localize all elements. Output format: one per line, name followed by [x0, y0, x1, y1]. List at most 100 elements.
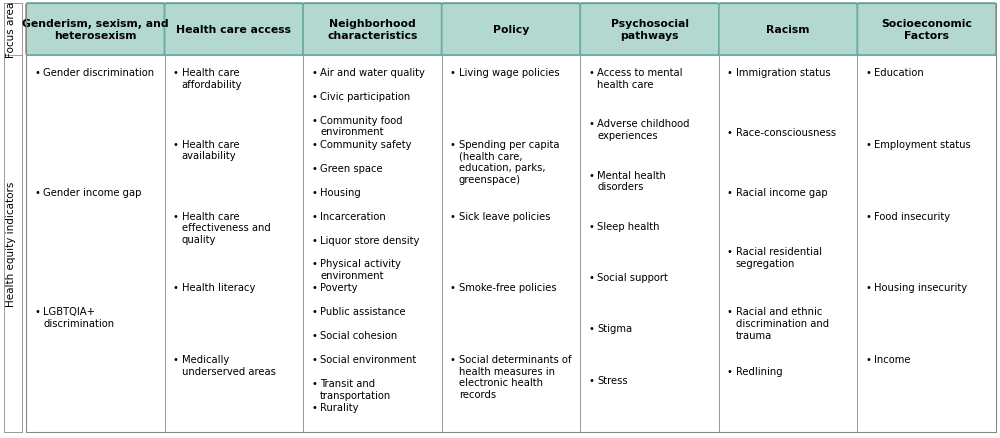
Text: Incarceration: Incarceration — [320, 211, 386, 221]
Text: •: • — [311, 116, 317, 126]
Text: •: • — [311, 354, 317, 364]
Text: •: • — [311, 68, 317, 78]
FancyBboxPatch shape — [303, 4, 442, 56]
Text: Liquor store density: Liquor store density — [320, 235, 420, 245]
Text: •: • — [588, 221, 594, 231]
Text: Racism: Racism — [766, 25, 810, 35]
Text: Civic participation: Civic participation — [320, 92, 410, 102]
Text: Public assistance: Public assistance — [320, 307, 406, 317]
Text: Racial income gap: Racial income gap — [736, 187, 827, 197]
Text: Policy: Policy — [493, 25, 529, 35]
Text: Stress: Stress — [597, 375, 628, 385]
Text: Health literacy: Health literacy — [182, 283, 255, 293]
Text: •: • — [311, 283, 317, 293]
Text: •: • — [311, 92, 317, 102]
Bar — [26, 56, 165, 432]
Text: •: • — [311, 402, 317, 412]
Text: Immigration status: Immigration status — [736, 68, 830, 78]
Text: Community safety: Community safety — [320, 139, 412, 149]
Text: LGBTQIA+
discrimination: LGBTQIA+ discrimination — [43, 307, 114, 328]
Text: •: • — [311, 259, 317, 269]
Text: Air and water quality: Air and water quality — [320, 68, 425, 78]
Text: Redlining: Redlining — [736, 366, 782, 376]
Text: Food insecurity: Food insecurity — [874, 211, 951, 221]
Text: Health care
effectiveness and
quality: Health care effectiveness and quality — [182, 211, 270, 244]
Text: •: • — [727, 307, 733, 317]
Text: •: • — [311, 211, 317, 221]
Text: Rurality: Rurality — [320, 402, 359, 412]
Text: Stigma: Stigma — [597, 324, 632, 334]
Text: •: • — [865, 68, 871, 78]
Text: Sick leave policies: Sick leave policies — [459, 211, 550, 221]
Text: •: • — [450, 211, 456, 221]
Text: •: • — [173, 354, 178, 364]
Text: •: • — [450, 68, 456, 78]
Bar — [857, 56, 996, 432]
FancyBboxPatch shape — [26, 4, 165, 56]
Text: •: • — [311, 307, 317, 317]
Text: Health care
availability: Health care availability — [182, 139, 239, 161]
Text: •: • — [311, 235, 317, 245]
Bar — [719, 56, 857, 432]
FancyBboxPatch shape — [165, 4, 303, 56]
Text: Community food
environment: Community food environment — [320, 116, 403, 137]
Text: Racial and ethnic
discrimination and
trauma: Racial and ethnic discrimination and tra… — [736, 307, 829, 340]
Bar — [165, 56, 303, 432]
Text: •: • — [727, 247, 733, 257]
Text: •: • — [865, 139, 871, 149]
Text: Smoke-free policies: Smoke-free policies — [459, 283, 556, 293]
Text: Medically
underserved areas: Medically underserved areas — [182, 354, 275, 376]
Bar — [303, 56, 442, 432]
Text: •: • — [727, 127, 733, 138]
Text: Spending per capita
(health care,
education, parks,
greenspace): Spending per capita (health care, educat… — [459, 139, 559, 184]
Text: Mental health
disorders: Mental health disorders — [597, 170, 666, 192]
Text: Socioeconomic
Factors: Socioeconomic Factors — [881, 19, 972, 41]
Text: •: • — [311, 378, 317, 388]
Text: •: • — [865, 354, 871, 364]
Text: •: • — [173, 68, 178, 78]
FancyBboxPatch shape — [580, 4, 719, 56]
Text: •: • — [450, 354, 456, 364]
Text: Transit and
transportation: Transit and transportation — [320, 378, 391, 400]
Bar — [442, 56, 580, 432]
Text: •: • — [311, 163, 317, 173]
Text: •: • — [588, 375, 594, 385]
Text: Gender income gap: Gender income gap — [43, 187, 141, 197]
Text: Education: Education — [874, 68, 924, 78]
Text: Focus area: Focus area — [6, 2, 16, 58]
Text: •: • — [173, 139, 178, 149]
Text: Income: Income — [874, 354, 911, 364]
Text: •: • — [450, 283, 456, 293]
Text: •: • — [588, 170, 594, 180]
Text: •: • — [588, 119, 594, 129]
Text: Housing insecurity: Housing insecurity — [874, 283, 968, 293]
Text: Social determinants of
health measures in
electronic health
records: Social determinants of health measures i… — [459, 354, 571, 399]
Text: •: • — [34, 307, 40, 317]
Text: Sleep health: Sleep health — [597, 221, 660, 231]
Text: Racial residential
segregation: Racial residential segregation — [736, 247, 822, 268]
Text: •: • — [311, 187, 317, 197]
Text: Adverse childhood
experiences: Adverse childhood experiences — [597, 119, 690, 141]
Text: Employment status: Employment status — [874, 139, 971, 149]
Text: Genderism, sexism, and
heterosexism: Genderism, sexism, and heterosexism — [22, 19, 169, 41]
Text: Physical activity
environment: Physical activity environment — [320, 259, 401, 280]
Text: Health equity indicators: Health equity indicators — [6, 181, 16, 307]
Text: •: • — [588, 68, 594, 78]
Text: •: • — [588, 272, 594, 283]
Text: •: • — [34, 187, 40, 197]
Text: Poverty: Poverty — [320, 283, 358, 293]
Text: Housing: Housing — [320, 187, 361, 197]
Text: Health care access: Health care access — [176, 25, 291, 35]
Text: •: • — [34, 68, 40, 78]
Text: •: • — [588, 324, 594, 334]
FancyBboxPatch shape — [442, 4, 580, 56]
Text: •: • — [173, 211, 178, 221]
Text: Green space: Green space — [320, 163, 383, 173]
Text: •: • — [450, 139, 456, 149]
Text: •: • — [727, 187, 733, 197]
Text: Social support: Social support — [597, 272, 668, 283]
Text: •: • — [173, 283, 178, 293]
Text: •: • — [727, 366, 733, 376]
Text: •: • — [727, 68, 733, 78]
Text: Social cohesion: Social cohesion — [320, 331, 397, 340]
